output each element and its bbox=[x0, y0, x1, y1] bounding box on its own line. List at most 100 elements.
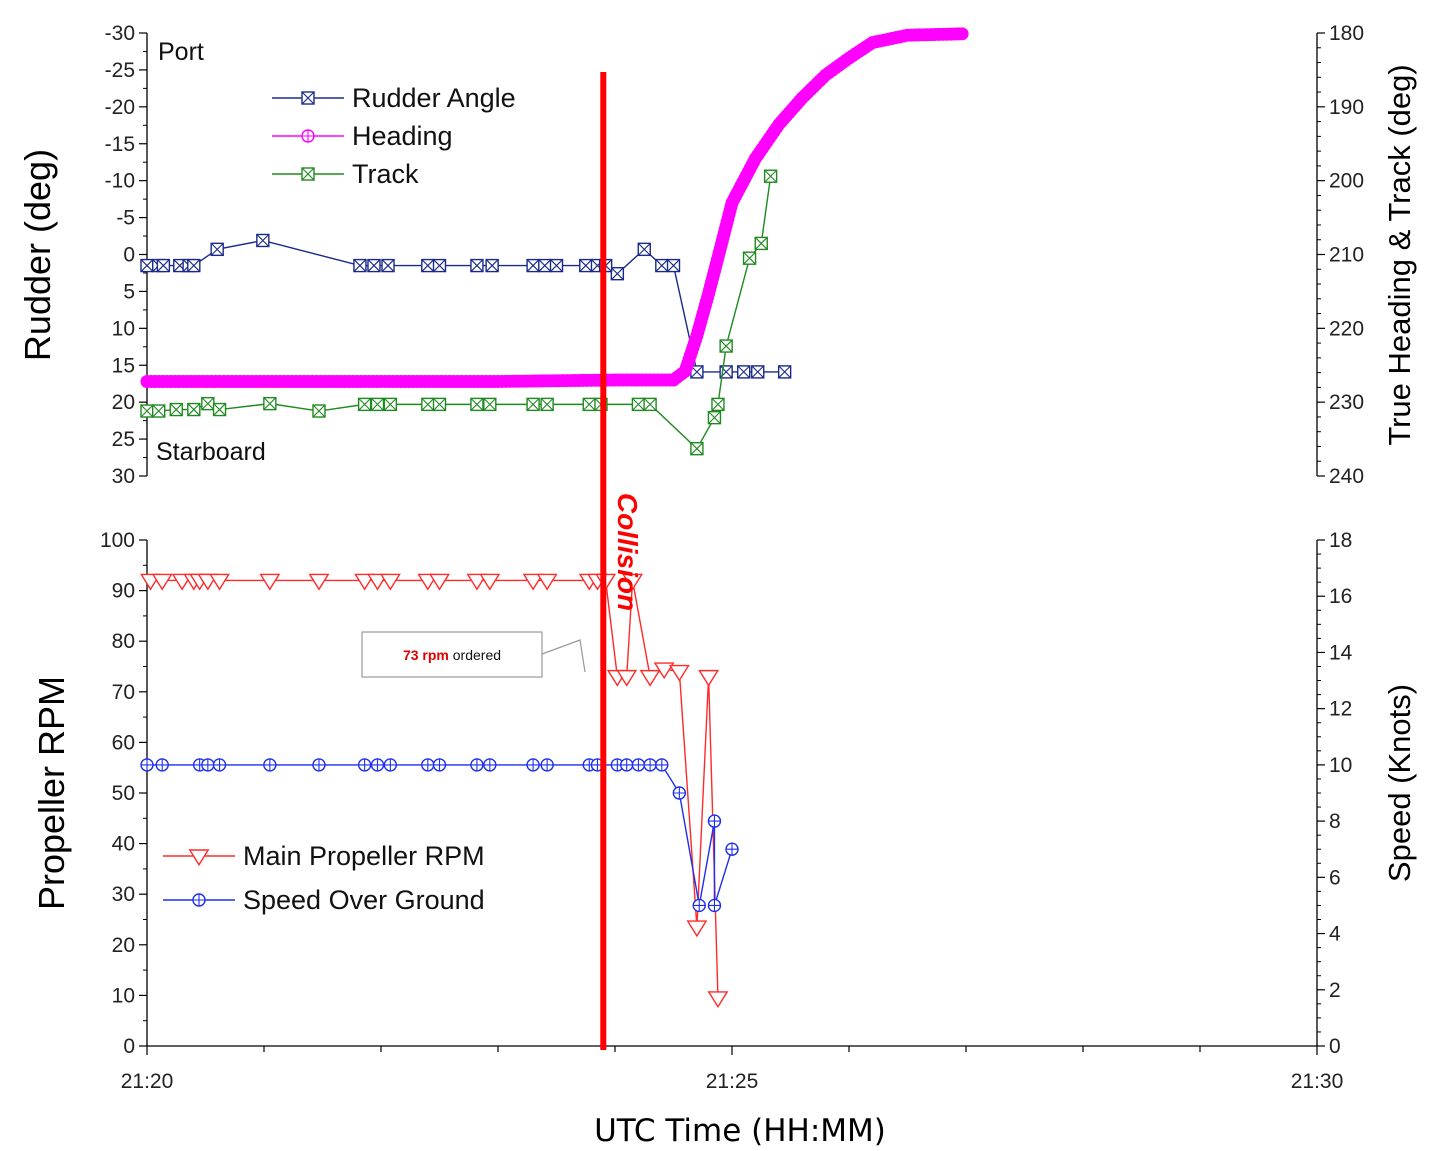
data-point-cross bbox=[156, 259, 170, 272]
data-point bbox=[379, 573, 401, 591]
data-point-cross bbox=[371, 397, 384, 411]
legend-label: Rudder Angle bbox=[352, 83, 516, 113]
data-point-cross bbox=[527, 758, 540, 771]
data-point-cross bbox=[655, 259, 669, 272]
legend-item-track: Track bbox=[272, 159, 419, 189]
legend-item-rudder-angle: Rudder Angle bbox=[272, 83, 516, 113]
data-point-cross bbox=[140, 404, 154, 418]
data-point-cross bbox=[708, 899, 721, 912]
label-layer: Rudder (deg) True Heading & Track (deg) … bbox=[17, 38, 1417, 1149]
legend-marker-cross bbox=[302, 130, 314, 142]
bottom-left-tick-label: 80 bbox=[112, 630, 135, 653]
data-point-cross bbox=[421, 397, 435, 411]
top-left-tick-label: 5 bbox=[123, 280, 135, 303]
bottom-left-axis-title: Propeller RPM bbox=[31, 676, 72, 910]
top-left-tick-label: 0 bbox=[123, 244, 135, 267]
data-point-cross bbox=[655, 758, 668, 771]
legend-label: Main Propeller RPM bbox=[243, 841, 485, 871]
data-point-cross bbox=[263, 758, 276, 771]
legend-label: Track bbox=[352, 159, 419, 189]
data-point-cross bbox=[301, 91, 315, 105]
data-point-cross bbox=[201, 397, 215, 411]
callout-highlight: 73 rpm bbox=[403, 647, 449, 663]
data-point-cross bbox=[152, 404, 166, 418]
data-point bbox=[209, 573, 230, 591]
data-point-cross bbox=[213, 403, 226, 416]
data-point-cross bbox=[754, 237, 768, 250]
top-right-tick-label: 210 bbox=[1329, 244, 1364, 267]
data-point-cross bbox=[743, 251, 756, 265]
data-point-cross bbox=[433, 758, 446, 771]
data-point-cross bbox=[526, 397, 540, 411]
data-point-cross bbox=[485, 259, 499, 272]
data-point-cross bbox=[381, 259, 395, 272]
data-point-cross bbox=[301, 167, 315, 181]
data-point-cross bbox=[470, 397, 484, 411]
top-right-tick-label: 200 bbox=[1329, 170, 1364, 193]
data-point bbox=[466, 573, 488, 591]
data-point-cross bbox=[751, 365, 765, 379]
data-point-cross bbox=[778, 365, 792, 379]
legend-layer: Rudder Angle Heading Track Main Propeller R… bbox=[163, 83, 516, 915]
data-point-cross bbox=[312, 758, 325, 771]
top-left-tick-label: -30 bbox=[105, 22, 135, 45]
data-point-cross bbox=[582, 397, 596, 411]
data-point-cross bbox=[579, 259, 593, 272]
data-point bbox=[536, 573, 558, 591]
top-right-axis-title: True Heading & Track (deg) bbox=[1382, 64, 1417, 445]
data-point-cross bbox=[737, 365, 751, 379]
bottom-right-tick-label: 12 bbox=[1329, 698, 1352, 721]
data-point-cross bbox=[201, 758, 214, 771]
callout-box bbox=[361, 631, 543, 678]
data-point bbox=[616, 669, 638, 687]
data-point bbox=[653, 662, 675, 680]
data-point-cross bbox=[213, 758, 226, 771]
data-point-cross bbox=[256, 234, 270, 247]
top-left-tick-label: 20 bbox=[112, 391, 135, 414]
data-point-cross bbox=[156, 758, 169, 771]
data-point bbox=[308, 573, 330, 591]
series-layer bbox=[140, 27, 969, 1009]
top-left-tick-label: -15 bbox=[105, 133, 135, 156]
data-point-cross bbox=[383, 397, 397, 411]
bottom-left-tick-label: 0 bbox=[123, 1035, 135, 1058]
data-point-cross bbox=[719, 339, 733, 353]
data-point bbox=[259, 573, 281, 591]
x-tick-label: 21:30 bbox=[1291, 1070, 1344, 1093]
data-point-cross bbox=[140, 259, 154, 272]
data-point-cross bbox=[384, 758, 397, 771]
top-right-tick-label: 230 bbox=[1329, 391, 1364, 414]
data-point bbox=[707, 991, 729, 1009]
series-rudder-angle bbox=[140, 233, 792, 379]
series-heading-line bbox=[147, 33, 967, 383]
x-axis-title: UTC Time (HH:MM) bbox=[594, 1113, 886, 1149]
bottom-right-tick-label: 14 bbox=[1329, 641, 1353, 664]
collision-label: Collision bbox=[612, 493, 643, 611]
data-point-cross bbox=[312, 404, 326, 418]
top-left-tick-label: 25 bbox=[112, 428, 135, 451]
data-point-cross bbox=[632, 758, 645, 771]
data-point-cross bbox=[210, 242, 224, 256]
data-point-cross bbox=[644, 758, 657, 771]
data-point-cross bbox=[643, 397, 657, 411]
bottom-left-tick-label: 20 bbox=[112, 934, 135, 957]
data-point bbox=[686, 920, 708, 938]
bottom-left-tick-label: 90 bbox=[112, 580, 135, 603]
top-left-tick-label: -10 bbox=[105, 170, 135, 193]
data-point-cross bbox=[673, 787, 686, 799]
bottom-right-tick-label: 10 bbox=[1329, 754, 1352, 777]
callout-rest: ordered bbox=[449, 647, 501, 663]
top-right-tick-label: 180 bbox=[1329, 22, 1364, 45]
data-point bbox=[639, 669, 661, 687]
data-point-cross bbox=[550, 259, 563, 272]
data-point-cross bbox=[708, 815, 721, 828]
data-point bbox=[151, 573, 173, 591]
data-point-cross bbox=[187, 403, 201, 416]
port-label: Port bbox=[158, 38, 204, 66]
data-point bbox=[668, 664, 690, 682]
data-point bbox=[479, 573, 501, 591]
bottom-right-tick-label: 2 bbox=[1329, 979, 1341, 1002]
bottom-left-tick-label: 40 bbox=[112, 833, 135, 856]
bottom-left-tick-label: 100 bbox=[100, 529, 135, 552]
data-point-cross bbox=[433, 259, 446, 272]
